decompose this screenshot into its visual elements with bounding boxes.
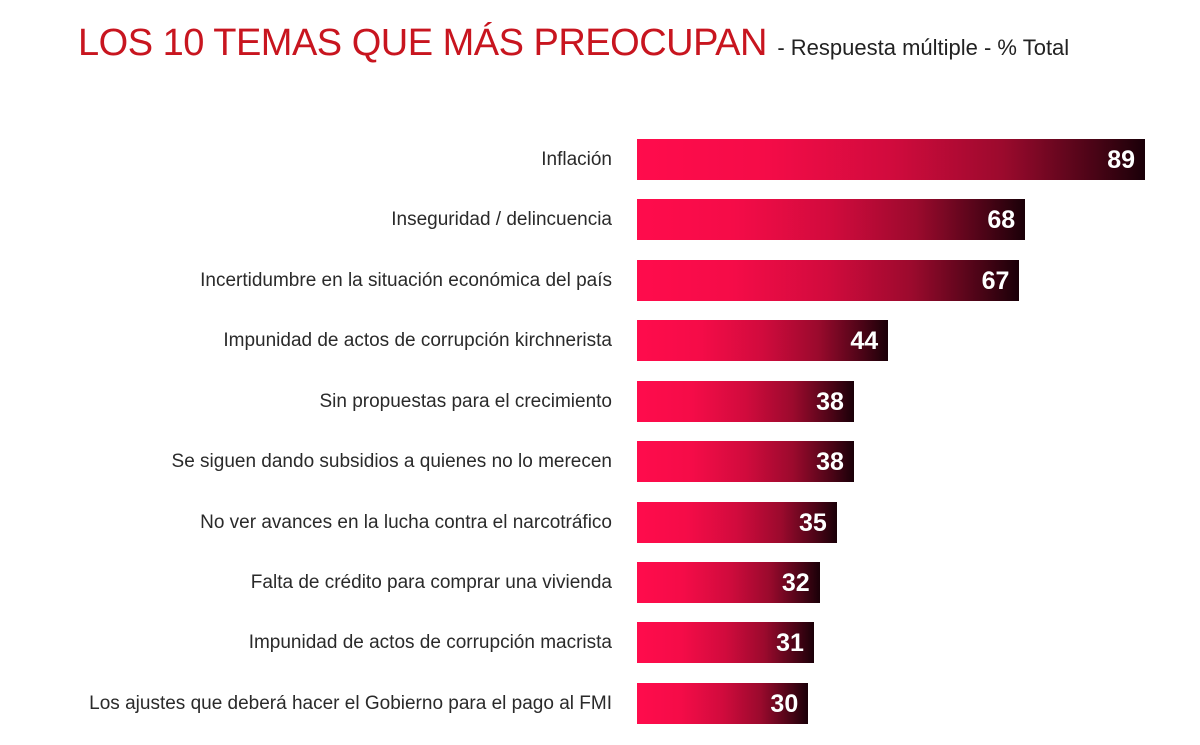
bar-value: 89 — [1107, 146, 1135, 174]
bar-row: Impunidad de actos de corrupción kirchne… — [0, 320, 1200, 361]
bar-value: 30 — [770, 690, 799, 718]
bar-label: Sin propuestas para el crecimiento — [319, 391, 612, 412]
bar: 89 — [637, 139, 1145, 180]
bar-label: Se siguen dando subsidios a quienes no l… — [171, 451, 612, 472]
bar-value: 32 — [781, 569, 810, 597]
bar-row: Se siguen dando subsidios a quienes no l… — [0, 441, 1200, 482]
bar: 67 — [637, 260, 1020, 301]
bar-row: Los ajustes que deberá hacer el Gobierno… — [0, 683, 1200, 724]
bar-value: 31 — [776, 629, 804, 657]
bar-row: Falta de crédito para comprar una vivien… — [0, 562, 1200, 603]
bar-value: 68 — [987, 206, 1016, 234]
bar: 38 — [637, 441, 854, 482]
bar-label: Incertidumbre en la situación económica … — [200, 270, 612, 291]
chart-title-main: LOS 10 TEMAS QUE MÁS PREOCUPAN — [78, 22, 767, 64]
bar: 32 — [637, 562, 820, 603]
bar-value: 38 — [816, 388, 844, 416]
chart-title: LOS 10 TEMAS QUE MÁS PREOCUPAN - Respues… — [78, 22, 1069, 65]
bar-row: Inflación 89 — [0, 139, 1200, 180]
bar-label: Los ajustes que deberá hacer el Gobierno… — [89, 693, 612, 714]
bar: 38 — [637, 381, 854, 422]
bar-row: Incertidumbre en la situación económica … — [0, 260, 1200, 301]
bar-label: Inflación — [541, 149, 612, 170]
bar-row: Inseguridad / delincuencia 68 — [0, 199, 1200, 240]
bar-row: Impunidad de actos de corrupción macrist… — [0, 622, 1200, 663]
bar-value: 67 — [981, 267, 1010, 295]
bar: 35 — [637, 502, 837, 543]
bar: 30 — [637, 683, 809, 724]
bar-label: Impunidad de actos de corrupción macrist… — [248, 632, 612, 653]
bar: 68 — [637, 199, 1026, 240]
bar-row: Sin propuestas para el crecimiento 38 — [0, 381, 1200, 422]
chart-subtitle: - Respuesta múltiple - % Total — [777, 35, 1070, 60]
bar-label: No ver avances en la lucha contra el nar… — [200, 512, 612, 533]
bar: 44 — [637, 320, 889, 361]
bar-value: 44 — [850, 327, 879, 355]
bar-label: Inseguridad / delincuencia — [391, 209, 612, 230]
bar-label: Impunidad de actos de corrupción kirchne… — [223, 330, 612, 351]
bar-value: 35 — [798, 509, 827, 537]
bar-label: Falta de crédito para comprar una vivien… — [250, 572, 612, 593]
bar-value: 38 — [816, 448, 844, 476]
bar-row: No ver avances en la lucha contra el nar… — [0, 502, 1200, 543]
bar: 31 — [637, 622, 814, 663]
